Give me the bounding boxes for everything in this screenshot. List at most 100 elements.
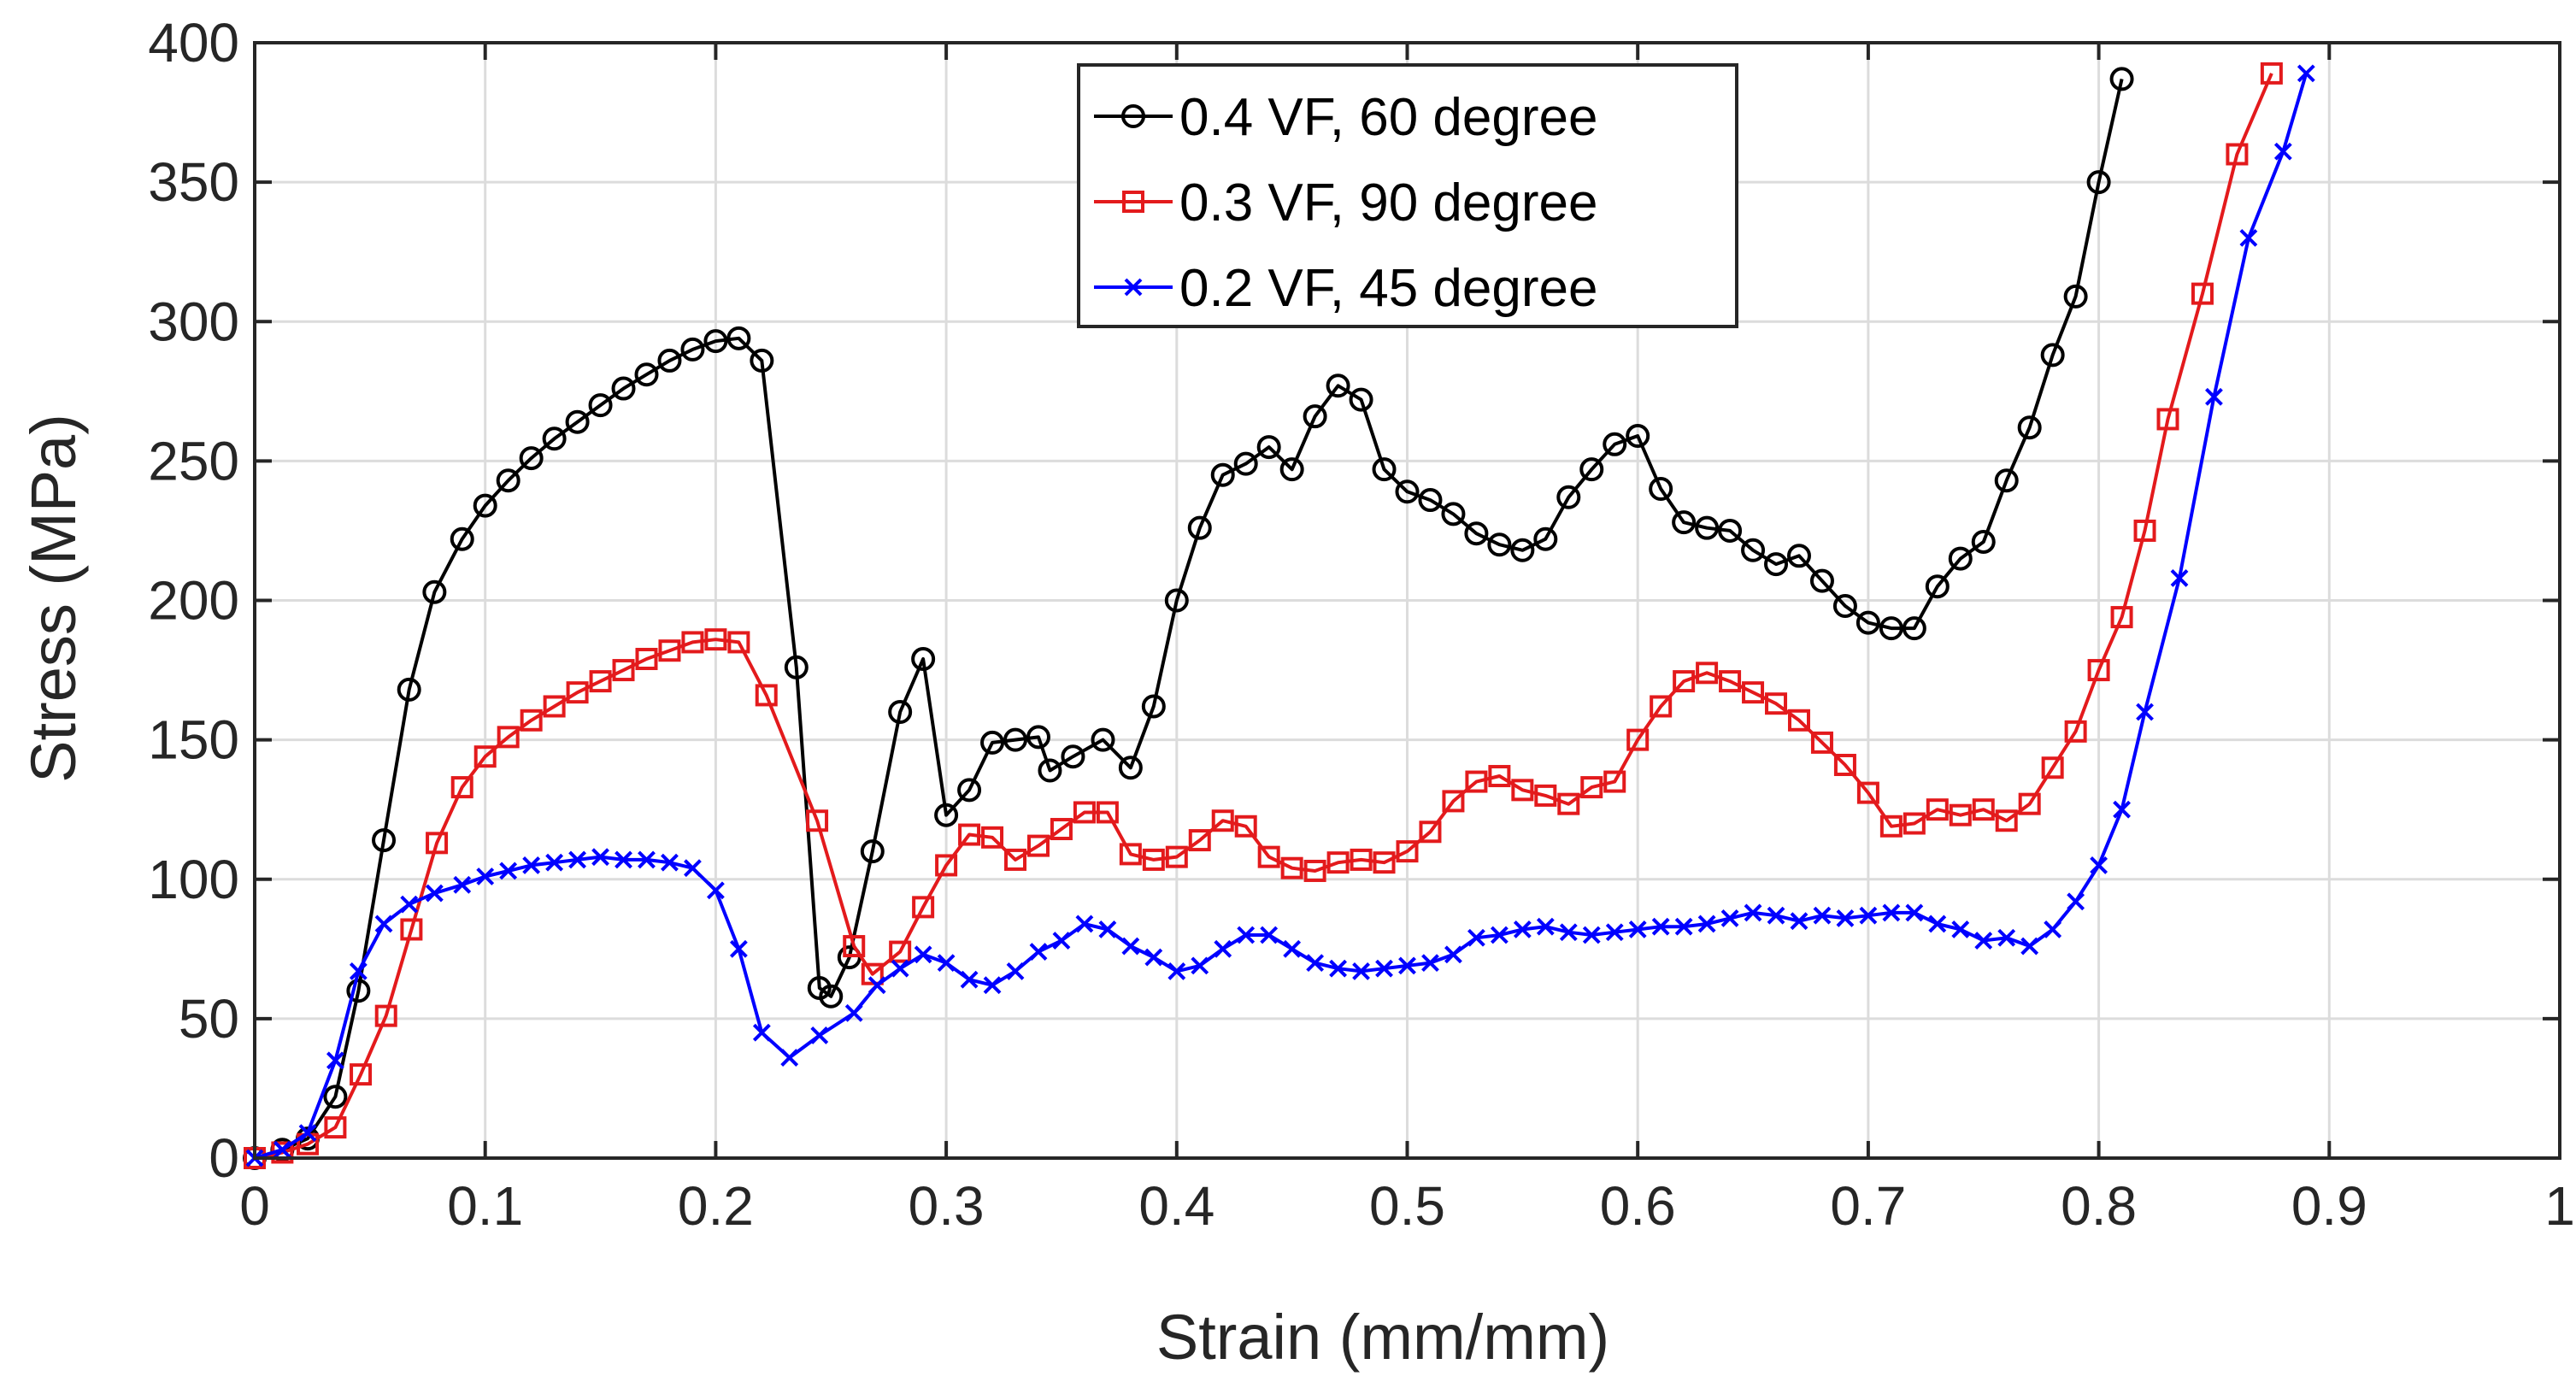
data-point [1118, 756, 1143, 780]
data-point [1098, 920, 1117, 938]
x-tick-label: 0.1 [447, 1175, 523, 1237]
data-point [1879, 616, 1903, 641]
data-point [2018, 792, 2041, 815]
data-point [1719, 670, 1742, 693]
y-tick-label: 400 [148, 12, 239, 74]
data-point [1306, 954, 1325, 973]
data-point [911, 647, 936, 672]
data-point [1419, 820, 1442, 844]
data-point [1626, 728, 1650, 751]
data-point [1673, 670, 1696, 693]
data-point [703, 329, 728, 354]
data-point [1513, 920, 1532, 938]
data-point [981, 826, 1004, 849]
data-point [1556, 485, 1581, 509]
data-point [568, 850, 586, 869]
data-point [684, 859, 702, 878]
data-point [1882, 903, 1901, 922]
data-point [1672, 510, 1697, 535]
data-point [1905, 903, 1924, 922]
data-point [1026, 725, 1050, 750]
data-point [1167, 962, 1186, 980]
data-point [2239, 228, 2258, 247]
data-point [2044, 920, 2062, 938]
data-point [1765, 692, 1788, 715]
data-point [638, 850, 656, 869]
data-point [1237, 926, 1256, 944]
data-point [565, 409, 590, 434]
data-point [1580, 776, 1603, 799]
data-point [661, 853, 679, 872]
y-tick-label: 300 [148, 291, 239, 352]
axis-ticks [253, 41, 2561, 1160]
data-point [1994, 468, 2019, 493]
data-point [400, 918, 423, 941]
data-point [1995, 809, 2018, 832]
legend-label: 0.2 VF, 45 degree [1179, 259, 1597, 318]
data-point [891, 959, 909, 978]
data-point [1790, 912, 1808, 931]
data-point [397, 677, 421, 702]
data-point [1119, 843, 1142, 866]
data-point [1903, 812, 1926, 835]
data-point [545, 853, 564, 872]
data-point [635, 648, 658, 671]
data-point [1006, 962, 1025, 980]
data-point [2156, 408, 2179, 431]
data-point [2067, 892, 2085, 911]
data-point [1091, 727, 1115, 752]
data-point [273, 1140, 291, 1159]
data-point [324, 1116, 347, 1139]
data-point [1441, 502, 1466, 526]
data-point [1396, 840, 1419, 863]
data-point [1582, 926, 1601, 944]
data-point [727, 631, 750, 654]
data-point [1444, 945, 1462, 964]
data-point [2191, 282, 2214, 305]
data-point [2110, 606, 2133, 629]
data-point [612, 659, 635, 682]
data-point [1050, 818, 1073, 841]
data-point [957, 778, 982, 803]
data-point [1971, 529, 1996, 554]
legend-item-1: 0.4 VF, 60 degree [1094, 88, 1597, 147]
y-tick-label: 200 [148, 570, 239, 632]
data-point [935, 854, 958, 877]
data-point [1029, 943, 1048, 961]
series-group [243, 62, 2315, 1170]
data-point [1813, 906, 1832, 925]
data-point [2260, 62, 2283, 85]
data-point [1003, 727, 1028, 752]
data-point [844, 1003, 863, 1022]
data-point [888, 700, 913, 724]
data-point [542, 426, 567, 451]
data-point [522, 856, 541, 874]
data-point [960, 970, 979, 989]
data-point [1164, 588, 1189, 613]
data-point [1928, 915, 1947, 933]
data-point [1260, 926, 1279, 944]
data-point [2109, 67, 2134, 91]
data-point [912, 896, 935, 919]
data-point [588, 393, 613, 418]
data-point [1972, 798, 1995, 821]
data-point [1373, 851, 1396, 874]
data-point [1096, 801, 1119, 824]
data-point [1350, 848, 1373, 871]
data-point [1533, 526, 1558, 551]
data-point [426, 832, 449, 855]
data-point [1398, 956, 1416, 975]
data-point [755, 684, 778, 707]
y-tick-labels: 0 50 100 150 200 250 300 350 400 [148, 12, 239, 1189]
x-tick-labels: 0 0.1 0.2 0.3 0.4 0.5 0.6 0.7 0.8 0.9 1 [239, 1175, 2575, 1237]
data-point [861, 962, 884, 985]
data-point [1004, 848, 1027, 871]
data-point [1303, 404, 1327, 429]
data-point [860, 839, 885, 864]
x-tick-label: 0 [239, 1175, 270, 1237]
data-point [1326, 851, 1350, 874]
data-point [1233, 451, 1258, 476]
data-point [681, 631, 704, 654]
data-point [1026, 834, 1050, 857]
data-point [1557, 792, 1580, 815]
